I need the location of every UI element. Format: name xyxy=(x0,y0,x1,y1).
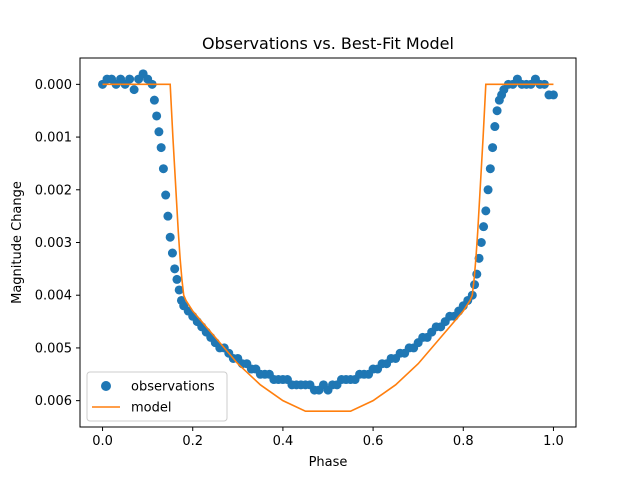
observation-point xyxy=(479,222,489,232)
observation-point xyxy=(163,211,173,221)
y-tick-label: 0.005 xyxy=(35,341,72,356)
y-axis: 0.000 0.001 0.002 0.003 0.004 0.005 0.006 xyxy=(35,78,80,409)
x-tick-label: 1.0 xyxy=(543,434,564,449)
observation-point xyxy=(158,164,168,174)
x-tick-label: 0.0 xyxy=(92,434,113,449)
observation-point xyxy=(476,238,486,247)
observation-point xyxy=(149,95,159,105)
model-line xyxy=(102,83,554,412)
x-tick-label: 0.2 xyxy=(182,434,203,449)
observation-point xyxy=(156,143,166,153)
y-tick-label: 0.001 xyxy=(35,131,72,146)
observation-point xyxy=(488,143,498,153)
observation-point xyxy=(154,127,164,137)
y-tick-label: 0.004 xyxy=(35,289,72,304)
observation-point xyxy=(167,248,177,258)
chart-title: Observations vs. Best-Fit Model xyxy=(202,34,454,53)
y-tick-label: 0.002 xyxy=(35,183,72,198)
legend-label-observations: observations xyxy=(131,380,215,395)
observation-point xyxy=(165,232,175,242)
observation-point xyxy=(492,106,502,116)
observation-point xyxy=(483,185,493,195)
x-axis: 0.0 0.2 0.4 0.6 0.8 1.0 xyxy=(92,427,564,449)
x-tick-label: 0.8 xyxy=(453,434,474,449)
observation-point xyxy=(481,206,491,216)
observation-point xyxy=(490,122,500,132)
x-tick-label: 0.4 xyxy=(273,434,294,449)
y-tick-label: 0.003 xyxy=(35,236,72,251)
observation-point xyxy=(170,264,180,274)
observation-point xyxy=(172,274,182,284)
x-axis-label: Phase xyxy=(309,455,348,470)
observation-point xyxy=(161,190,171,200)
observation-point xyxy=(548,90,558,100)
observation-point xyxy=(129,85,139,95)
y-tick-label: 0.000 xyxy=(35,78,72,93)
y-axis-label: Magnitude Change xyxy=(10,181,25,304)
x-tick-label: 0.6 xyxy=(363,434,384,449)
observation-point xyxy=(485,164,495,174)
legend-box xyxy=(86,371,228,422)
plot-area xyxy=(98,69,558,412)
y-tick-label: 0.006 xyxy=(35,394,72,409)
legend: observations model xyxy=(86,371,228,422)
observation-point xyxy=(470,280,480,290)
legend-marker-observations xyxy=(101,381,111,391)
observation-point xyxy=(125,74,135,84)
observation-point xyxy=(174,285,184,295)
observation-point xyxy=(152,111,162,121)
legend-label-model: model xyxy=(131,401,171,416)
